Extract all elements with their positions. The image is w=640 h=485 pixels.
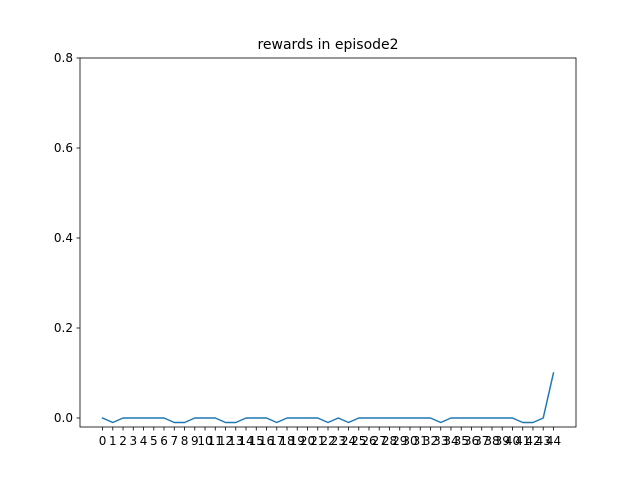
x-tick-label: 27 [372, 434, 387, 448]
x-tick-label: 42 [525, 434, 540, 448]
chart-title: rewards in episode2 [257, 37, 398, 53]
x-tick-label: 25 [351, 434, 366, 448]
x-tick-label: 43 [536, 434, 551, 448]
plot-area [79, 57, 577, 428]
x-tick-label: 5 [150, 434, 158, 448]
x-tick-label: 9 [191, 434, 199, 448]
x-axis: 0 1 2 3 4 5 6 7 8 9101112131415161718192021222324… [99, 427, 561, 448]
x-tick-label: 6 [160, 434, 168, 448]
x-tick-label: 26 [361, 434, 376, 448]
x-tick-label: 36 [464, 434, 479, 448]
x-tick-label: 12 [218, 434, 233, 448]
x-tick-label: 41 [515, 434, 530, 448]
x-tick-label: 1 [109, 434, 117, 448]
x-tick-label: 18 [279, 434, 294, 448]
x-tick-label: 24 [341, 434, 356, 448]
x-tick-label: 15 [249, 434, 264, 448]
x-tick-label: 4 [140, 434, 148, 448]
x-tick-label: 44 [546, 434, 561, 448]
x-tick-label: 11 [208, 434, 223, 448]
x-tick-label: 20 [300, 434, 315, 448]
x-tick-label: 17 [269, 434, 284, 448]
x-tick-label: 35 [454, 434, 469, 448]
x-tick-label: 40 [505, 434, 520, 448]
x-tick-label: 33 [433, 434, 448, 448]
x-tick-label: 8 [181, 434, 189, 448]
x-tick-label: 37 [474, 434, 489, 448]
x-tick-label: 29 [392, 434, 407, 448]
x-tick-label: 7 [170, 434, 178, 448]
x-tick-label: 13 [228, 434, 243, 448]
y-tick-label: 0.0 [54, 411, 73, 425]
x-tick-label: 19 [290, 434, 305, 448]
y-tick-label: 0.6 [54, 141, 73, 155]
x-tick-label: 23 [331, 434, 346, 448]
x-tick-label: 31 [413, 434, 428, 448]
y-axis: 0.0 0.2 0.4 0.6 0.8 [54, 51, 80, 425]
y-tick-label: 0.8 [54, 51, 73, 65]
y-tick-label: 0.2 [54, 321, 73, 335]
x-tick-label: 32 [423, 434, 438, 448]
x-tick-label: 22 [320, 434, 335, 448]
x-tick-label: 3 [129, 434, 137, 448]
x-tick-label: 28 [382, 434, 397, 448]
x-tick-label: 10 [197, 434, 212, 448]
x-tick-label: 16 [259, 434, 274, 448]
x-tick-label: 2 [119, 434, 127, 448]
plot-frame [79, 57, 577, 428]
series-line-0 [101, 372, 555, 424]
x-tick-label: 39 [495, 434, 510, 448]
y-tick-label: 0.4 [54, 231, 73, 245]
x-tick-label: 0 [99, 434, 107, 448]
x-tick-label: 14 [238, 434, 253, 448]
x-tick-label: 21 [310, 434, 325, 448]
x-tick-label: 30 [402, 434, 417, 448]
x-tick-label: 34 [443, 434, 458, 448]
x-tick-label: 38 [484, 434, 499, 448]
